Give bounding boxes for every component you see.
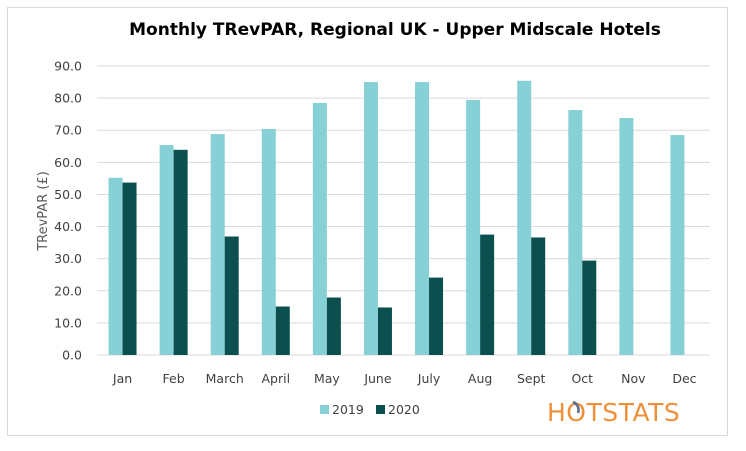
bar-2019-June (363, 82, 378, 356)
legend-label-2019: 2019 (332, 402, 364, 417)
bar-2020-Aug (480, 234, 495, 355)
x-tick-label: Dec (672, 371, 696, 386)
x-tick-label: June (363, 371, 392, 386)
bar-2020-Oct (582, 260, 597, 355)
x-axis-ticks: Jan Feb March April May June July Aug Sept Oct Nov… (112, 371, 697, 386)
y-tick-label: 40.0 (54, 219, 82, 234)
y-tick-label: 30.0 (54, 251, 82, 266)
bar-2020-May (326, 297, 341, 355)
bar-2019-March (210, 134, 225, 355)
bar-2019-Oct (568, 109, 583, 356)
logo-text: HOTSTATS (547, 398, 680, 427)
bar-2019-Aug (466, 100, 481, 355)
y-tick-label: 90.0 (54, 59, 82, 74)
legend: 2019 2020 (320, 402, 420, 417)
hotstats-logo: HOTSTATS (547, 398, 680, 427)
bar-2020-June (377, 307, 392, 355)
bar-2019-Sept (517, 80, 532, 355)
logo-accent-arc (572, 400, 580, 414)
y-axis-label: TRevPAR (£) (36, 171, 51, 252)
bar-2019-July (415, 82, 430, 356)
x-tick-label: Jan (112, 371, 132, 386)
x-tick-label: Aug (468, 371, 492, 386)
legend-swatch-2020 (376, 405, 385, 414)
bar-2019-Nov (619, 118, 634, 356)
x-tick-label: April (262, 371, 291, 386)
y-tick-label: 60.0 (54, 155, 82, 170)
bar-2019-May (312, 102, 327, 355)
bar-2020-March (224, 236, 239, 355)
gridlines (97, 65, 710, 356)
x-tick-label: July (417, 371, 441, 386)
x-tick-label: Oct (571, 371, 593, 386)
x-tick-label: May (314, 371, 340, 386)
x-tick-label: Feb (163, 371, 185, 386)
bar-2020-Jan (122, 182, 137, 355)
legend-swatch-2019 (320, 405, 329, 414)
bar-2020-July (429, 277, 444, 355)
bar-2019-Feb (159, 144, 174, 355)
bar-2020-Feb (173, 149, 188, 355)
bars (108, 80, 685, 356)
y-tick-label: 70.0 (54, 123, 82, 138)
x-tick-label: March (206, 371, 244, 386)
y-tick-label: 20.0 (54, 283, 82, 298)
y-tick-label: 10.0 (54, 315, 82, 330)
bar-2019-Jan (108, 177, 123, 355)
x-tick-label: Sept (517, 371, 546, 386)
y-tick-label: 0.0 (62, 348, 82, 363)
y-tick-label: 80.0 (54, 91, 82, 106)
bar-2020-April (275, 306, 290, 355)
y-tick-label: 50.0 (54, 187, 82, 202)
legend-label-2020: 2020 (388, 402, 420, 417)
chart-title: Monthly TRevPAR, Regional UK - Upper Mid… (129, 20, 661, 40)
bar-2019-April (261, 128, 276, 355)
bar-2020-Sept (531, 237, 546, 355)
x-tick-label: Nov (621, 371, 646, 386)
y-axis-ticks: 0.0 10.0 20.0 30.0 40.0 50.0 60.0 70.0 80.0 90.0 (54, 59, 82, 363)
bar-2019-Dec (670, 135, 685, 355)
